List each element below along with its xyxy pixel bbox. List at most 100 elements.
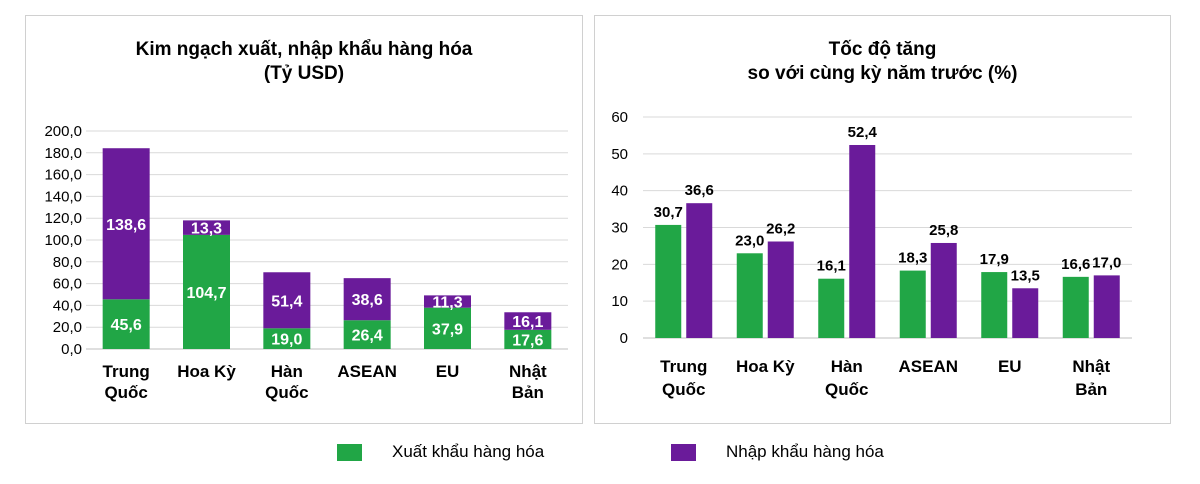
bar-export [343,320,391,349]
bar-import [343,278,391,321]
data-label: 26,4 [352,328,383,345]
y-tick-label: 60,0 [53,276,82,293]
legend-item-import: Nhập khẩu hàng hóa [671,440,884,464]
bar-import [183,220,230,235]
x-tick-label: Quốc [265,383,308,402]
x-tick-label: Bản [1075,380,1107,399]
chart-title-line-2: so với cùng kỳ năm trước (%) [747,63,1018,84]
x-tick-label: Nhật [509,362,547,381]
y-tick-label: 50 [611,146,628,163]
x-tick-label: ASEAN [337,362,397,381]
bar-export [263,328,311,349]
bar-import [424,295,471,308]
y-tick-label: 30 [611,220,628,237]
x-tick-label: Trung [103,362,150,381]
bar-export [1062,276,1089,338]
y-tick-label: 120,0 [44,210,82,227]
data-label: 17,6 [512,332,543,349]
data-label: 17,0 [1092,254,1121,271]
data-label: 13,3 [191,221,222,238]
bar-export [102,299,150,349]
y-tick-label: 40 [611,183,628,200]
bar-import [102,148,150,300]
bar-import [1012,288,1039,338]
data-label: 26,2 [766,220,795,237]
x-tick-label: Quốc [825,380,868,399]
y-tick-label: 160,0 [44,167,82,184]
y-tick-label: 60 [611,109,628,126]
grouped-bar-plot: 0 10 20 30 40 50 60 30,736,6 Trung Quốc 23,026,2 Ho… [611,109,1132,399]
data-label: 36,6 [685,182,714,199]
x-tick-label: Trung [660,357,707,376]
bar-export [818,278,845,338]
data-label: 51,4 [271,293,302,310]
data-label: 138,6 [106,217,146,234]
bar-import [263,272,311,329]
data-label: 16,1 [817,258,846,275]
legend-item-export: Xuất khẩu hàng hóa [337,440,544,464]
bar-export [899,270,926,338]
x-tick-label: EU [998,357,1022,376]
x-tick-label: Nhật [1072,357,1110,376]
legend-swatch-export [337,443,362,461]
bar-export [424,307,471,349]
growth-bar-chart-panel: Tốc độ tăng so với cùng kỳ năm trước (%)… [594,15,1171,424]
data-label: 38,6 [352,292,383,309]
x-tick-label: Hoa Kỳ [736,357,795,376]
data-label: 45,6 [111,317,142,334]
bar-import [1093,275,1120,338]
y-tick-label: 80,0 [53,254,82,271]
x-tick-label: Quốc [662,380,705,399]
y-tick-label: 20,0 [53,319,82,336]
chart-title-line-1: Kim ngạch xuất, nhập khẩu hàng hóa [135,39,473,60]
legend-swatch-import [671,443,696,461]
x-tick-label: Hàn [831,357,863,376]
bar-export [183,234,230,349]
data-label: 37,9 [432,321,463,338]
data-label: 30,7 [654,204,683,221]
bar-import [849,144,876,338]
bar-export [736,253,763,338]
chart-title-line-2: (Tỷ USD) [263,63,345,84]
bar-import [504,312,552,330]
x-tick-label: Hoa Kỳ [177,362,236,381]
data-label: 19,0 [271,332,302,349]
y-tick-label: 40,0 [53,297,82,314]
bar-export [504,329,552,349]
data-label: 13,5 [1011,267,1040,284]
bar-export [981,272,1008,338]
legend-label-import: Nhập khẩu hàng hóa [726,442,884,461]
x-tick-label: Hàn [271,362,303,381]
data-label: 16,1 [512,314,543,331]
bar-import [767,241,794,338]
data-label: 11,3 [432,295,462,312]
stacked-bar-plot: 0,0 20,0 40,0 60,0 80,0 100,0 120,0 140,0 160,0 1… [44,123,568,402]
y-tick-label: 20 [611,256,628,273]
data-label: 17,9 [980,251,1009,268]
chart-title-line-1: Tốc độ tăng [828,39,937,60]
data-label: 23,0 [735,232,764,249]
y-tick-label: 200,0 [44,123,82,140]
y-tick-label: 0 [620,330,628,347]
x-tick-label: Bản [512,383,544,402]
data-label: 52,4 [848,124,878,141]
y-tick-label: 140,0 [44,188,82,205]
chart-title: Kim ngạch xuất, nhập khẩu hàng hóa (Tỷ U… [26,38,582,86]
data-label: 18,3 [898,250,927,267]
y-tick-label: 180,0 [44,145,82,162]
x-tick-label: Quốc [104,383,147,402]
y-tick-label: 10 [611,293,628,310]
chart-title: Tốc độ tăng so với cùng kỳ năm trước (%) [595,38,1170,86]
y-tick-label: 100,0 [44,232,82,249]
data-label: 104,7 [186,285,226,302]
stacked-bar-chart-panel: Kim ngạch xuất, nhập khẩu hàng hóa (Tỷ U… [25,15,583,424]
bar-import [686,203,713,338]
data-label: 25,8 [929,222,958,239]
bar-import [930,242,957,338]
bar-export [655,224,682,338]
x-tick-label: EU [436,362,460,381]
x-tick-label: ASEAN [898,357,958,376]
data-label: 16,6 [1061,256,1090,273]
y-tick-label: 0,0 [61,341,82,358]
legend-label-export: Xuất khẩu hàng hóa [392,442,545,461]
